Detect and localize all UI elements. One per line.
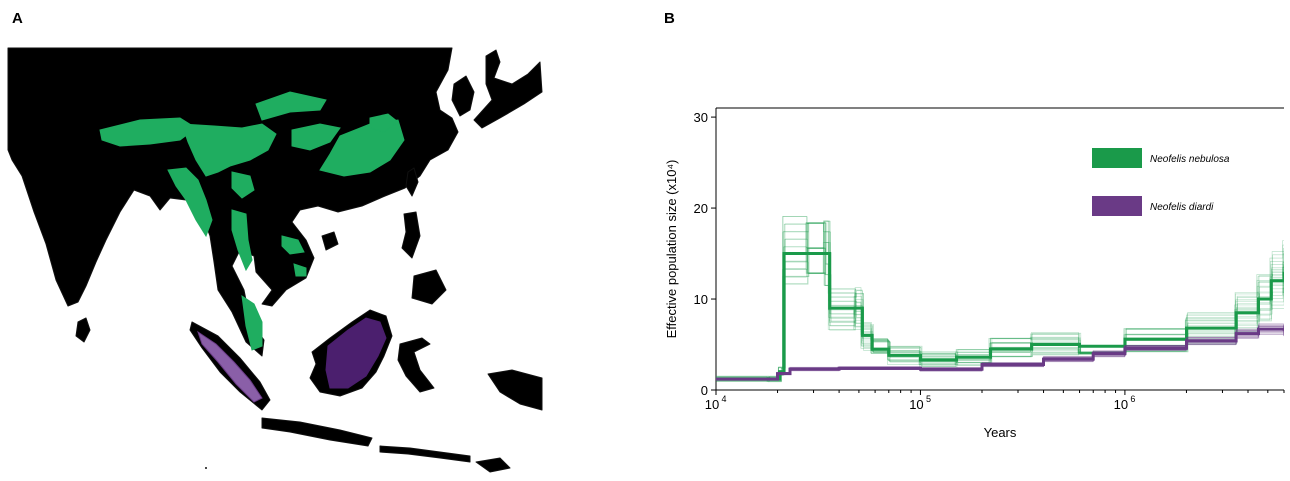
- series-bootstrap-line: [716, 247, 1284, 378]
- legend-swatch: [1092, 196, 1142, 216]
- series-bootstrap-line: [717, 221, 1284, 380]
- series-bootstrap-line: [716, 241, 1284, 381]
- nebulosa-range: [99, 91, 405, 351]
- nebulosa-range-laos: [231, 171, 255, 199]
- legend-label: Neofelis nebulosa: [1150, 154, 1230, 165]
- nebulosa-range-central: [291, 123, 341, 151]
- series-bootstrap-line: [716, 220, 1284, 382]
- series-bootstrap-line: [716, 326, 1284, 381]
- series-1: [716, 323, 1284, 381]
- x-axis-label: Years: [984, 425, 1017, 440]
- nebulosa-range-north: [255, 91, 327, 121]
- series-bootstrap-line: [716, 239, 1284, 379]
- diardi-range: [197, 317, 387, 403]
- y-tick-label: 30: [694, 110, 708, 125]
- x-tick-label: 10: [1114, 397, 1128, 412]
- series-0: [716, 216, 1284, 383]
- nebulosa-range-yangtze: [369, 113, 399, 133]
- series-bootstrap-line: [717, 222, 1284, 379]
- series-bootstrap-line: [716, 329, 1284, 380]
- nebulosa-range-myanmar: [167, 167, 213, 238]
- plot-frame: [715, 107, 1284, 391]
- diardi-range-sumatra: [197, 330, 263, 403]
- y-axis-label: Effective population size (x10⁴): [664, 160, 679, 339]
- series-bootstrap-line: [716, 327, 1284, 381]
- korea: [451, 75, 475, 117]
- nebulosa-range-thai: [231, 209, 253, 272]
- nebulosa-range-vietnam-south: [293, 263, 307, 277]
- diardi-range-borneo: [325, 317, 387, 389]
- legend-label: Neofelis diardi: [1150, 202, 1214, 213]
- series-bootstrap-line: [716, 223, 1284, 382]
- series-line: [716, 252, 1284, 381]
- hainan: [321, 231, 339, 251]
- series-bootstrap-line: [717, 223, 1284, 381]
- nebulosa-range-sw-china: [181, 123, 277, 177]
- legend-swatch: [1092, 148, 1142, 168]
- new-guinea: [487, 369, 543, 411]
- legend: Neofelis nebulosa Neofelis diardi: [1092, 148, 1230, 216]
- x-tick-label: 10: [909, 397, 923, 412]
- series-bootstrap-line: [716, 242, 1284, 382]
- nebulosa-range-vietnam: [281, 235, 305, 255]
- y-tick-label: 20: [694, 201, 708, 216]
- y-tick-label: 0: [701, 383, 708, 398]
- panel-label-b: B: [664, 10, 675, 27]
- sri-lanka: [75, 317, 91, 343]
- sulawesi: [397, 337, 435, 393]
- series-bootstrap-line: [716, 222, 1284, 380]
- java: [261, 417, 373, 447]
- series-bootstrap-line: [716, 326, 1284, 381]
- series-bootstrap-line: [716, 328, 1284, 380]
- series-bootstrap-line: [716, 220, 1284, 378]
- series-bootstrap-line: [716, 224, 1284, 379]
- nebulosa-range-malaya: [241, 294, 263, 351]
- series-bootstrap-line: [716, 216, 1284, 378]
- philippines-luzon: [401, 211, 421, 259]
- nebulosa-range-tibet: [99, 117, 197, 147]
- x-tick-exponent: 5: [926, 394, 931, 404]
- japan: [473, 49, 543, 129]
- x-tick-exponent: 4: [721, 394, 726, 404]
- x-tick-label: 10: [705, 397, 719, 412]
- series-line: [716, 327, 1284, 381]
- series-bootstrap-line: [716, 327, 1284, 380]
- taiwan: [405, 167, 419, 197]
- x-tick-exponent: 6: [1130, 394, 1135, 404]
- lesser-sunda: [379, 445, 471, 463]
- y-tick-label: 10: [694, 292, 708, 307]
- series-bootstrap-line: [717, 248, 1284, 382]
- series-layer: [716, 216, 1284, 383]
- timor: [475, 457, 511, 473]
- map-dot: [205, 467, 207, 469]
- philippines-south: [411, 269, 447, 305]
- series-bootstrap-line: [716, 246, 1284, 381]
- panel-label-a: A: [12, 10, 23, 27]
